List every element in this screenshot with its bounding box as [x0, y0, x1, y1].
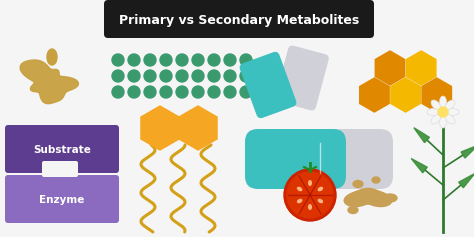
- Polygon shape: [391, 78, 420, 112]
- FancyBboxPatch shape: [5, 175, 119, 223]
- Circle shape: [160, 70, 172, 82]
- FancyBboxPatch shape: [42, 166, 78, 183]
- Circle shape: [224, 86, 236, 98]
- Bar: [176, 122, 198, 134]
- FancyBboxPatch shape: [42, 161, 78, 177]
- Polygon shape: [459, 173, 474, 188]
- Circle shape: [128, 86, 140, 98]
- Circle shape: [128, 54, 140, 66]
- Ellipse shape: [445, 100, 455, 110]
- Ellipse shape: [297, 199, 302, 203]
- FancyBboxPatch shape: [239, 52, 296, 118]
- Circle shape: [208, 86, 220, 98]
- Ellipse shape: [439, 116, 447, 128]
- Ellipse shape: [447, 109, 459, 115]
- FancyBboxPatch shape: [275, 46, 329, 110]
- Circle shape: [176, 70, 188, 82]
- FancyBboxPatch shape: [245, 129, 346, 189]
- Circle shape: [224, 70, 236, 82]
- Circle shape: [176, 86, 188, 98]
- Circle shape: [144, 54, 156, 66]
- Circle shape: [240, 86, 252, 98]
- FancyBboxPatch shape: [292, 129, 393, 189]
- Ellipse shape: [47, 49, 57, 65]
- Circle shape: [144, 70, 156, 82]
- Text: Primary vs Secondary Metabolites: Primary vs Secondary Metabolites: [119, 14, 359, 27]
- Polygon shape: [411, 159, 427, 173]
- Circle shape: [160, 86, 172, 98]
- Ellipse shape: [318, 199, 323, 203]
- Ellipse shape: [372, 177, 380, 183]
- Circle shape: [240, 70, 252, 82]
- Polygon shape: [375, 51, 405, 85]
- Ellipse shape: [439, 96, 447, 108]
- Circle shape: [112, 54, 124, 66]
- Text: Enzyme: Enzyme: [39, 195, 85, 205]
- Ellipse shape: [431, 100, 441, 110]
- Circle shape: [284, 169, 336, 221]
- Circle shape: [208, 70, 220, 82]
- Circle shape: [192, 86, 204, 98]
- Polygon shape: [20, 60, 79, 104]
- Ellipse shape: [308, 180, 312, 186]
- Polygon shape: [406, 51, 436, 85]
- Circle shape: [144, 86, 156, 98]
- Ellipse shape: [318, 187, 323, 191]
- Ellipse shape: [308, 204, 312, 210]
- Ellipse shape: [353, 181, 363, 187]
- Ellipse shape: [427, 109, 439, 115]
- Ellipse shape: [383, 194, 397, 202]
- Polygon shape: [360, 78, 389, 112]
- Circle shape: [112, 70, 124, 82]
- Polygon shape: [344, 188, 392, 207]
- Circle shape: [224, 54, 236, 66]
- Polygon shape: [422, 78, 452, 112]
- Circle shape: [192, 54, 204, 66]
- Circle shape: [287, 172, 333, 218]
- FancyBboxPatch shape: [104, 0, 374, 38]
- Ellipse shape: [445, 114, 455, 124]
- Circle shape: [240, 54, 252, 66]
- Polygon shape: [179, 106, 217, 150]
- Circle shape: [192, 70, 204, 82]
- Polygon shape: [414, 128, 429, 143]
- Circle shape: [128, 70, 140, 82]
- Circle shape: [160, 54, 172, 66]
- Circle shape: [438, 107, 448, 117]
- Ellipse shape: [348, 206, 358, 214]
- Circle shape: [208, 54, 220, 66]
- Ellipse shape: [297, 187, 302, 191]
- Text: Substrate: Substrate: [33, 145, 91, 155]
- Polygon shape: [141, 106, 179, 150]
- FancyBboxPatch shape: [5, 125, 119, 173]
- Circle shape: [112, 86, 124, 98]
- Polygon shape: [461, 145, 474, 158]
- Circle shape: [176, 54, 188, 66]
- Ellipse shape: [431, 114, 441, 124]
